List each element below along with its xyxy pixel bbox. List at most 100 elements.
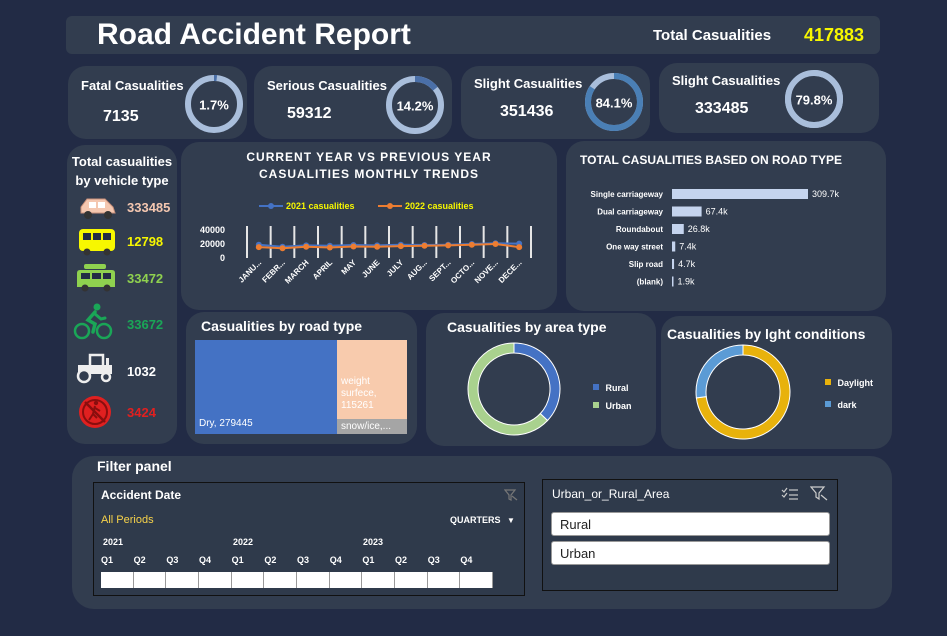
- timeline-cell[interactable]: [460, 572, 494, 588]
- timeline-cell[interactable]: [231, 572, 265, 588]
- quarter-label: Q4: [329, 555, 342, 565]
- multi-select-icon[interactable]: [781, 487, 799, 501]
- vehicle-row-bicycle[interactable]: 33672: [67, 303, 175, 342]
- vehicle-row-pedestrian[interactable]: 3424: [67, 396, 175, 430]
- timeline-cell[interactable]: [101, 572, 134, 588]
- date-slicer: Accident Date All Periods QUARTERS ▼ 202…: [93, 482, 525, 596]
- treemap-dry[interactable]: Dry, 279445: [195, 340, 337, 434]
- time-level-value: QUARTERS: [450, 515, 501, 525]
- bar-category-label: One way street: [606, 243, 663, 252]
- timeline-cell[interactable]: [199, 572, 232, 588]
- kpi-label: Slight Casualities: [474, 76, 583, 91]
- legend-2021[interactable]: 2021 casualities: [259, 201, 355, 211]
- treemap-wet[interactable]: weight surfece, 115261: [337, 340, 407, 419]
- timeline-cell[interactable]: [133, 572, 167, 588]
- road-type-bar[interactable]: [672, 189, 808, 199]
- data-point[interactable]: [468, 241, 475, 248]
- kpi-percent: 79.8%: [796, 93, 833, 108]
- kpi-label: Slight Casualities: [672, 73, 781, 88]
- title-bar: Road Accident Report Total Casualities 4…: [66, 16, 880, 54]
- kpi-card-fatal[interactable]: Fatal Casualities 7135 1.7%: [68, 66, 247, 139]
- kpi-card-slight-2[interactable]: Slight Casualities 333485 79.8%: [659, 63, 879, 133]
- vehicle-title-line1: Total casualities: [71, 154, 173, 169]
- quarter-label: Q3: [427, 555, 440, 565]
- kpi-label: Fatal Casualities: [81, 78, 184, 93]
- timeline-cell[interactable]: [264, 572, 297, 588]
- clear-filter-icon[interactable]: [810, 486, 828, 501]
- vehicle-row-car[interactable]: 333485: [67, 191, 175, 225]
- legend-rural[interactable]: Rural: [593, 378, 628, 396]
- slicer-option-rural[interactable]: Rural: [551, 512, 830, 536]
- data-point[interactable]: [303, 243, 310, 250]
- vehicle-value: 3424: [127, 405, 156, 420]
- bicycle-icon: [73, 303, 113, 340]
- no-pedestrian-icon: [79, 396, 111, 428]
- x-tick-label: APRIL: [311, 258, 334, 281]
- kpi-card-serious[interactable]: Serious Casualities 59312 14.2%: [254, 66, 452, 139]
- all-periods-label[interactable]: All Periods: [101, 514, 154, 526]
- slicer-option-urban[interactable]: Urban: [551, 541, 830, 565]
- kpi-value: 59312: [287, 105, 332, 122]
- data-point[interactable]: [279, 245, 286, 252]
- legend-label: Urban: [605, 401, 632, 411]
- car-icon: [80, 198, 116, 219]
- treemap-label: snow/ice,...: [341, 421, 392, 432]
- date-slicer-title: Accident Date: [101, 488, 182, 502]
- timeline-cell[interactable]: [166, 572, 199, 588]
- data-point[interactable]: [397, 243, 404, 250]
- vehicle-row-van[interactable]: 33472: [67, 262, 175, 296]
- kpi-ring: 84.1%: [585, 73, 643, 131]
- trend-panel: CURRENT YEAR VS PREVIOUS YEAR CASUALITIE…: [181, 142, 557, 310]
- road-type-bar[interactable]: [672, 241, 676, 252]
- road-type-bar[interactable]: [672, 224, 684, 234]
- donut-slice[interactable]: [467, 342, 549, 436]
- tractor-icon: [76, 353, 112, 384]
- legend-dark[interactable]: dark: [825, 395, 856, 413]
- x-tick-label: AUG...: [405, 258, 429, 282]
- data-point[interactable]: [374, 243, 381, 250]
- year-label: 2022: [233, 537, 254, 547]
- timeline-cell[interactable]: [297, 572, 330, 588]
- donut-slice[interactable]: [695, 344, 744, 399]
- data-point[interactable]: [492, 241, 499, 247]
- chevron-down-icon: ▼: [507, 516, 515, 525]
- vehicle-value: 333485: [127, 200, 171, 215]
- timeline-cell[interactable]: [362, 572, 396, 588]
- bar-category-label: (blank): [637, 278, 664, 287]
- light-panel: Casualities by lght conditions Daylight …: [661, 316, 892, 449]
- data-point[interactable]: [255, 244, 262, 251]
- vehicle-row-tractor[interactable]: 1032: [67, 353, 175, 389]
- time-level-select[interactable]: QUARTERS ▼: [450, 515, 515, 525]
- road-type-bar[interactable]: [672, 259, 675, 269]
- donut-slice[interactable]: [513, 342, 561, 422]
- series-line: [258, 242, 520, 250]
- quarter-label: Q3: [297, 555, 310, 565]
- surface-title: Casualities by road type: [201, 318, 363, 334]
- legend-urban[interactable]: Urban: [593, 396, 631, 414]
- legend-label: 2022 casualities: [405, 201, 474, 211]
- road-type-chart: Single carriageway 309.7k Dual carriageway…: [591, 189, 840, 287]
- legend-daylight[interactable]: Daylight: [825, 373, 873, 391]
- bar-value-label: 1.9k: [678, 277, 696, 287]
- road-type-bar[interactable]: [672, 206, 702, 217]
- clear-filter-icon[interactable]: [504, 489, 518, 501]
- data-point[interactable]: [326, 244, 333, 251]
- treemap-snow[interactable]: snow/ice,...: [337, 419, 407, 434]
- kpi-ring: 14.2%: [386, 76, 444, 134]
- vehicle-row-bus[interactable]: 12798: [67, 225, 175, 259]
- y-tick-label: 40000: [200, 225, 225, 235]
- x-tick-label: DECE...: [497, 258, 524, 285]
- bar-value-label: 7.4k: [679, 242, 697, 252]
- legend-2022[interactable]: 2022 casualities: [378, 201, 474, 211]
- road-type-bar[interactable]: [672, 276, 674, 287]
- kpi-card-slight[interactable]: Slight Casualities 351436 84.1%: [461, 66, 650, 139]
- timeline-cell[interactable]: [395, 572, 428, 588]
- data-point[interactable]: [516, 244, 523, 251]
- timeline-cell[interactable]: [329, 572, 363, 588]
- data-point[interactable]: [421, 242, 428, 249]
- area-donut-chart: [467, 342, 561, 436]
- data-point[interactable]: [445, 242, 452, 249]
- timeline-cell[interactable]: [427, 572, 461, 588]
- data-point[interactable]: [350, 243, 357, 250]
- bar-value-label: 309.7k: [812, 189, 840, 199]
